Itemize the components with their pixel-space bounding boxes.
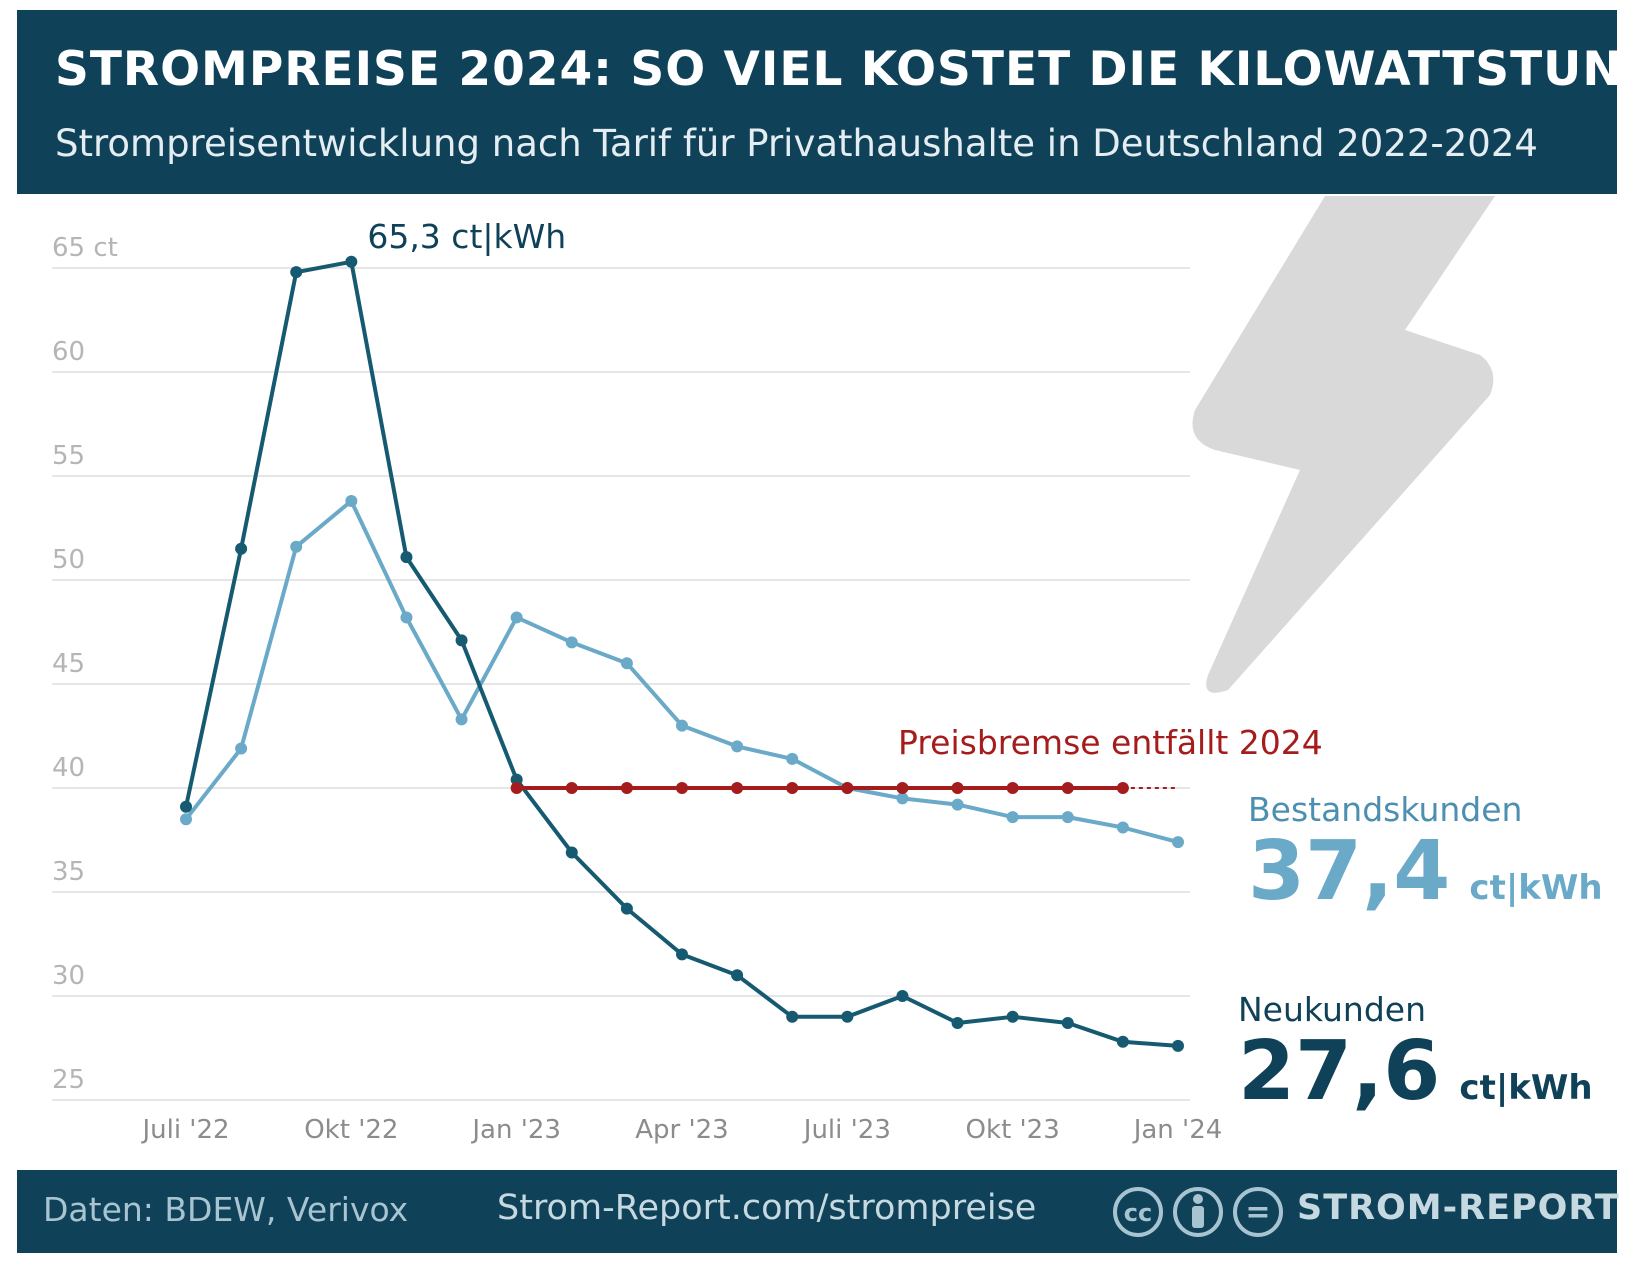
series-neukunden-point [786,1010,799,1023]
price-chart: 65 ct 60 55 50 45 40 35 30 25 Juli '22 Okt '22 Jan … [52,196,1495,1145]
legend-bestandskunden-name: Bestandskunden [1248,790,1523,829]
legend-neukunden-unit: ct|kWh [1459,1068,1593,1108]
chart-subtitle: Strompreisentwicklung nach Tarif für Pri… [55,122,1538,165]
legend-neukunden-name: Neukunden [1238,990,1426,1029]
series-preisbremse-point [951,782,964,794]
series-preisbremse-point [786,782,799,794]
series-bestandskunden-point [676,719,688,732]
x-tick-label: Apr '23 [635,1115,728,1145]
series-bestandskunden-point [620,657,633,670]
legend-neukunden-value: 27,6 [1238,1024,1441,1119]
y-tick-label: 55 [52,441,85,471]
y-tick-label: 50 [52,545,85,575]
series-neukunden-point [731,969,744,982]
series-preisbremse-point [565,782,578,794]
chart-title: STROMPREISE 2024: SO VIEL KOSTET DIE KIL… [55,42,1630,97]
source-url[interactable]: Strom-Report.com/strompreise [497,1188,1037,1228]
series-neukunden-point [896,990,909,1002]
data-source: Daten: BDEW, Verivox [43,1190,409,1229]
series-preisbremse-point [841,782,854,794]
series-bestandskunden-point [565,636,578,649]
by-attribution-icon [1173,1187,1223,1237]
y-tick-label: 60 [52,337,85,367]
series-neukunden-point [455,634,468,647]
series-neukunden-point [951,1017,964,1030]
x-tick-label: Juli '23 [802,1115,891,1145]
series-bestandskunden-point [1116,821,1129,834]
legend-neukunden: Neukunden 27,6 ct|kWh [1238,990,1593,1113]
legend-bestandskunden-unit: ct|kWh [1469,868,1603,908]
series-preisbremse-point [1006,782,1019,794]
series-neukunden-point [290,266,303,279]
series-bestandskunden-point [786,752,799,765]
cc-icon: cc [1113,1187,1163,1237]
series-bestandskunden-point [290,540,303,553]
series-bestandskunden-point [455,713,468,726]
series-neukunden-point [400,551,413,564]
series-bestandskunden-point [731,740,744,753]
no-derivatives-icon: = [1233,1187,1283,1237]
x-tick-label: Jan '24 [1132,1115,1223,1145]
series-neukunden-point [676,948,688,961]
series-neukunden-line [184,259,1179,1048]
brand-name: STROM-REPORT [1297,1188,1620,1228]
series-preisbremse-point [731,782,744,794]
series-bestandskunden-point [180,813,192,826]
series-neukunden-point [565,846,578,859]
license-icons: cc = [1113,1187,1283,1237]
preisbremse-annotation: Preisbremse entfällt 2024 [898,723,1323,762]
y-tick-label: 30 [52,961,85,991]
y-tick-label: 25 [52,1065,85,1095]
legend-bestandskunden-value: 37,4 [1248,824,1451,919]
series-bestandskunden-point [896,792,909,805]
series-neukunden-point [841,1010,854,1023]
y-tick-label: 45 [52,649,85,679]
legend-bestandskunden: Bestandskunden 37,4 ct|kWh [1248,790,1603,913]
series-neukunden-point [1116,1035,1129,1048]
series-neukunden-point [180,800,192,813]
cc-icon-text: cc [1124,1199,1152,1227]
nd-icon-text: = [1245,1195,1270,1230]
footer-bar: Daten: BDEW, Verivox Strom-Report.com/st… [17,1170,1620,1253]
series-bestandskunden-point [1061,811,1074,824]
x-tick-label: Juli '22 [140,1115,229,1145]
y-tick-label: 65 ct [52,233,118,263]
x-tick-label: Jan '23 [470,1115,561,1145]
series-preisbremse-point [620,782,633,794]
series-neukunden-point [1172,1039,1184,1052]
x-tick-label: Okt '23 [966,1115,1060,1145]
y-tick-label: 40 [52,753,85,783]
header-bar: STROMPREISE 2024: SO VIEL KOSTET DIE KIL… [17,10,1630,194]
series-neukunden-point [620,902,633,915]
series-bestandskunden-point [1006,811,1019,824]
y-tick-label: 35 [52,857,85,887]
series-bestandskunden-point [345,494,358,507]
series-neukunden-point [1061,1017,1074,1030]
lightning-icon [1192,196,1495,693]
series-preisbremse-point [896,782,909,794]
series-bestandskunden-point [510,611,523,624]
series-bestandskunden-point [951,798,964,811]
series-bestandskunden-point [1172,836,1184,849]
series-bestandskunden-point [235,742,248,755]
series-neukunden-point [510,773,523,786]
series-neukunden-point [1006,1010,1019,1023]
x-tick-label: Okt '22 [304,1115,398,1145]
series-preisbremse-point [676,782,688,794]
series-bestandskunden-point [400,611,413,624]
series-neukunden-point [235,542,248,555]
peak-annotation: 65,3 ct|kWh [367,217,566,256]
series-preisbremse-point [510,782,523,794]
series-preisbremse-point [1061,782,1074,794]
series-neukunden-point [345,255,358,268]
